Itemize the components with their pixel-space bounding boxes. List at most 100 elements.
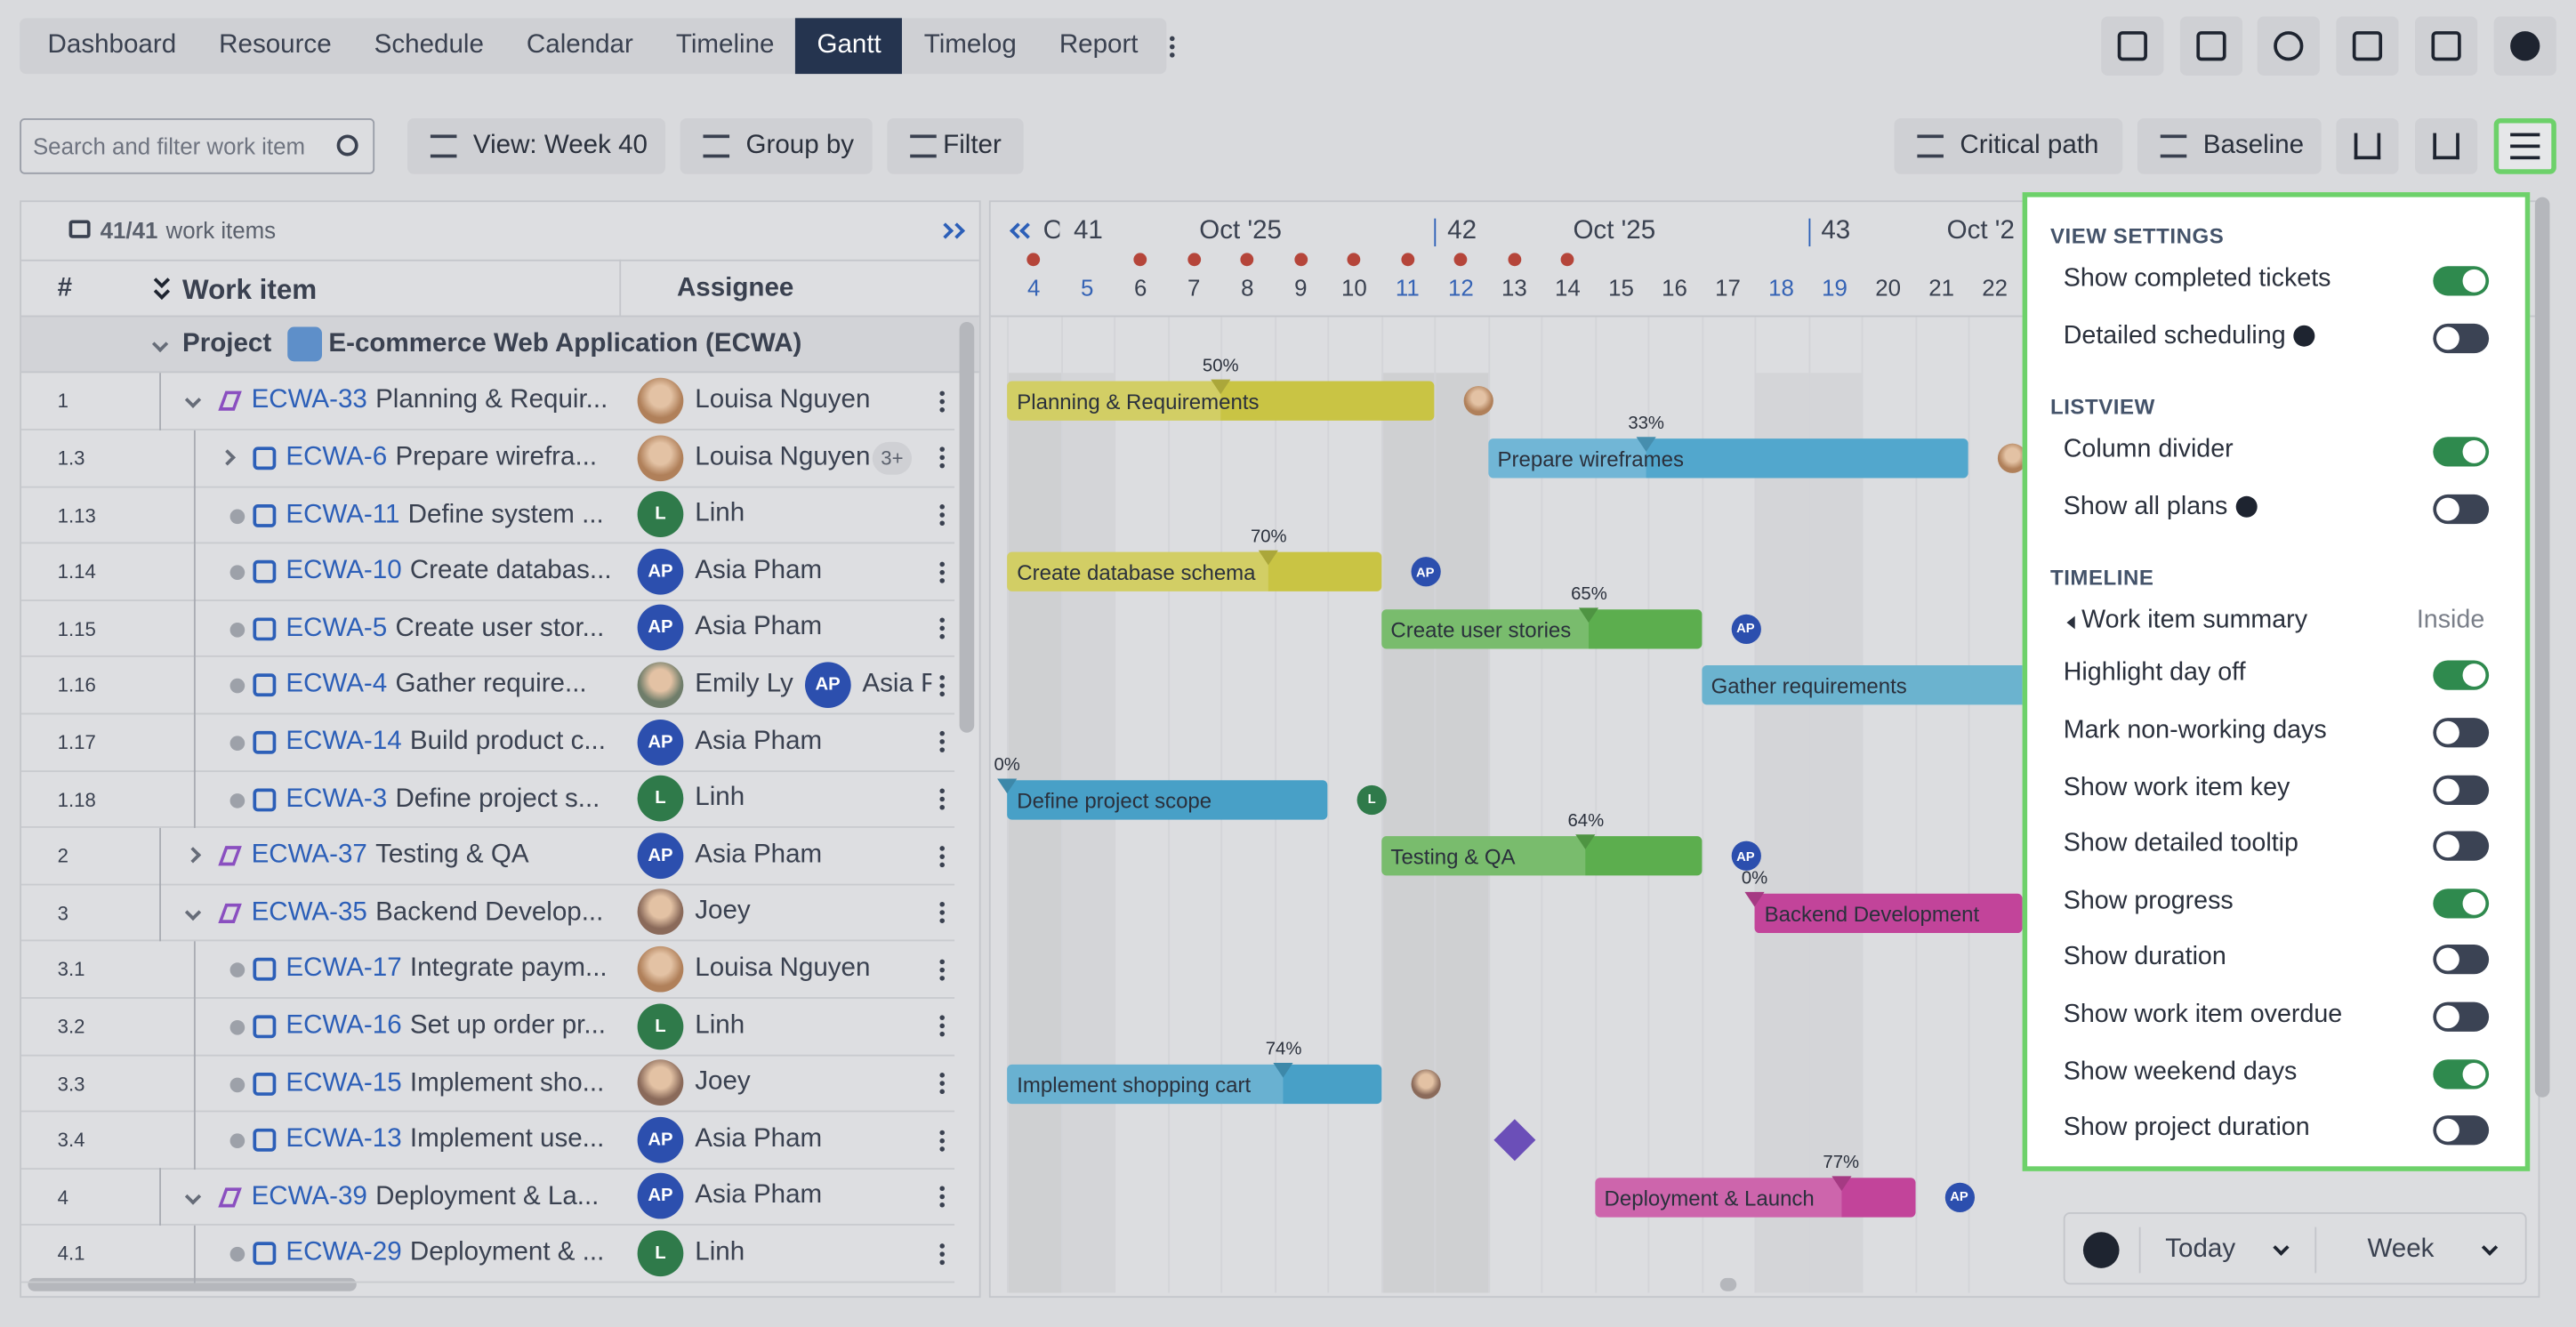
critical-path-button[interactable]: Critical path [1894, 117, 2123, 174]
work-item[interactable]: ECWA-11 Define system ... [286, 500, 616, 529]
nav-tab[interactable]: Report [1059, 31, 1139, 60]
menu-dot[interactable] [938, 975, 945, 981]
work-item[interactable]: ECWA-29 Deployment & ... [286, 1239, 616, 1268]
menu-dot[interactable] [938, 1138, 945, 1143]
menu-dot[interactable] [1169, 35, 1174, 41]
work-item[interactable]: ECWA-35 Backend Develop... [252, 898, 616, 928]
work-item[interactable]: ECWA-13 Implement use... [286, 1125, 616, 1154]
work-item-key[interactable]: ECWA-39 [251, 1182, 367, 1210]
nav-tab[interactable]: Resource [219, 31, 332, 60]
work-item-key[interactable]: ECWA-10 [286, 557, 402, 585]
gantt-bar[interactable]: Testing & QA [1381, 836, 1702, 876]
toggle[interactable] [2433, 1001, 2490, 1032]
toggle[interactable] [2433, 831, 2490, 862]
work-item[interactable]: ECWA-16 Set up order pr... [286, 1012, 616, 1041]
menu-dot[interactable] [938, 1243, 945, 1249]
toggle[interactable] [2433, 661, 2490, 691]
work-item[interactable]: ECWA-14 Build product c... [286, 728, 616, 757]
menu-dot[interactable] [938, 788, 945, 794]
search-box[interactable]: Search and filter work item [20, 117, 375, 174]
menu-dot[interactable] [938, 560, 945, 567]
work-item-key[interactable]: ECWA-5 [286, 614, 388, 642]
top-icon-button[interactable] [2415, 16, 2478, 76]
work-item-key[interactable]: ECWA-15 [286, 1068, 402, 1097]
menu-dot[interactable] [938, 902, 945, 907]
menu-dot[interactable] [938, 398, 945, 404]
work-item[interactable]: ECWA-3 Define project s... [286, 784, 616, 814]
gantt-bar[interactable]: Backend Development [1754, 893, 2022, 933]
gantt-bar[interactable]: Gather requirements [1701, 665, 2075, 705]
menu-dot[interactable] [938, 1073, 945, 1078]
toggle[interactable] [2433, 888, 2490, 919]
work-item[interactable]: ECWA-4 Gather require... [286, 671, 616, 700]
menu-dot[interactable] [938, 796, 945, 802]
go-button[interactable] [2082, 1232, 2120, 1268]
view-button[interactable]: View: Week 40 [407, 117, 666, 174]
menu-dot[interactable] [938, 691, 945, 696]
menu-dot[interactable] [938, 520, 945, 527]
toggle[interactable] [2433, 323, 2490, 353]
menu-dot[interactable] [938, 674, 945, 680]
gantt-bar[interactable]: Create database schema [1007, 551, 1381, 592]
menu-dot[interactable] [938, 861, 945, 867]
menu-dot[interactable] [938, 1186, 945, 1192]
menu-dot[interactable] [938, 910, 945, 916]
work-item[interactable]: ECWA-6 Prepare wirefra... [286, 443, 616, 472]
nav-tab[interactable]: Schedule [374, 31, 484, 60]
menu-dot[interactable] [938, 731, 945, 737]
menu-dot[interactable] [938, 853, 945, 859]
work-item-key[interactable]: ECWA-35 [251, 897, 367, 927]
gantt-bar[interactable]: Deployment & Launch [1594, 1177, 1915, 1218]
nav-tab[interactable]: Timeline [675, 31, 775, 60]
menu-dot[interactable] [938, 406, 945, 413]
toggle[interactable] [2433, 1115, 2490, 1146]
toggle[interactable] [2433, 494, 2490, 524]
work-item-key[interactable]: ECWA-11 [286, 500, 400, 528]
toggle[interactable] [2433, 718, 2490, 748]
menu-dot[interactable] [938, 967, 945, 973]
work-item-key[interactable]: ECWA-14 [286, 727, 402, 756]
filter-button[interactable]: Filter [887, 117, 1024, 174]
top-icon-button[interactable] [2179, 16, 2243, 76]
work-item[interactable]: ECWA-37 Testing & QA [252, 841, 616, 871]
menu-dot[interactable] [938, 1024, 945, 1029]
baseline-button[interactable]: Baseline [2137, 117, 2322, 174]
top-icon-button[interactable] [2336, 16, 2399, 76]
menu-dot[interactable] [938, 463, 945, 470]
menu-dot[interactable] [938, 1016, 945, 1021]
menu-dot[interactable] [938, 1089, 945, 1095]
menu-dot[interactable] [938, 1129, 945, 1135]
gantt-bar[interactable]: Prepare wireframes [1487, 438, 1968, 479]
menu-dot[interactable] [938, 739, 945, 745]
work-item[interactable]: ECWA-17 Integrate paym... [286, 955, 616, 985]
work-item-key[interactable]: ECWA-37 [251, 840, 367, 870]
nav-tab[interactable]: Timelog [923, 31, 1017, 60]
work-item-key[interactable]: ECWA-3 [286, 784, 388, 813]
work-item[interactable]: ECWA-39 Deployment & La... [252, 1182, 616, 1211]
menu-dot[interactable] [938, 512, 945, 518]
gantt-bar[interactable]: Define project scope [1007, 779, 1328, 819]
toggle[interactable] [2433, 945, 2490, 975]
menu-dot[interactable] [938, 634, 945, 639]
menu-dot[interactable] [938, 805, 945, 810]
scale-select[interactable]: Week [2367, 1235, 2435, 1264]
settings-button[interactable] [2493, 117, 2556, 174]
menu-dot[interactable] [938, 1202, 945, 1208]
work-item[interactable]: ECWA-5 Create user stor... [286, 614, 616, 643]
export-button[interactable] [2336, 117, 2399, 174]
work-item-key[interactable]: ECWA-33 [251, 386, 367, 414]
menu-dot[interactable] [938, 682, 945, 688]
setting-label[interactable]: Work item summary [2081, 607, 2308, 635]
menu-dot[interactable] [1169, 43, 1174, 49]
work-item-key[interactable]: ECWA-29 [286, 1239, 402, 1267]
menu-dot[interactable] [938, 447, 945, 453]
menu-dot[interactable] [938, 748, 945, 753]
menu-dot[interactable] [938, 617, 945, 623]
menu-dot[interactable] [938, 1251, 945, 1257]
menu-dot[interactable] [938, 390, 945, 396]
menu-dot[interactable] [938, 1259, 945, 1265]
work-item-key[interactable]: ECWA-16 [286, 1011, 402, 1040]
toggle[interactable] [2433, 1058, 2490, 1089]
menu-dot[interactable] [938, 626, 945, 631]
work-item-key[interactable]: ECWA-4 [286, 671, 388, 699]
